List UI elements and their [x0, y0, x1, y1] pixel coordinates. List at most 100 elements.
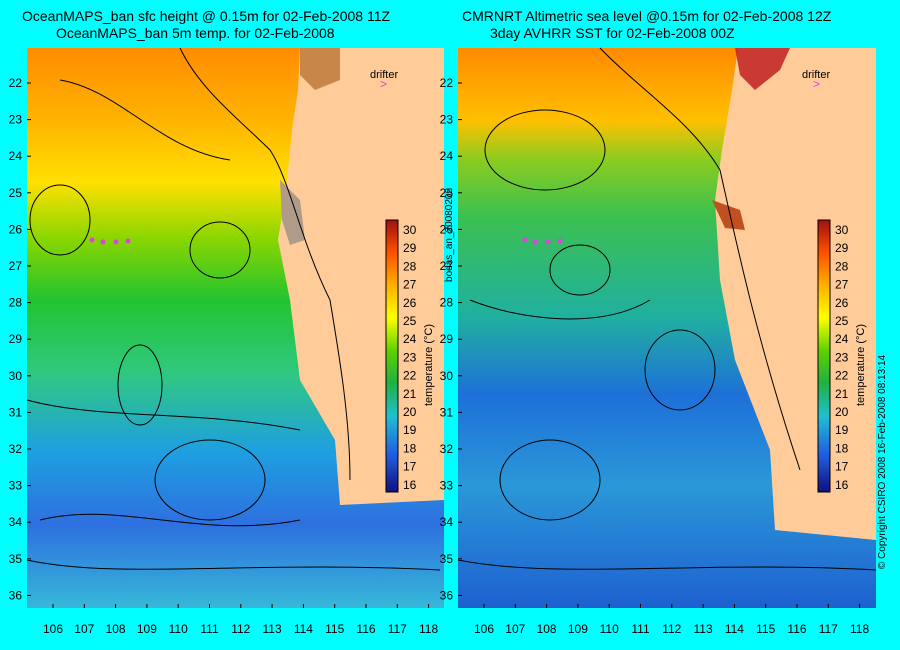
colorbar-tick-label: 29 — [835, 241, 849, 255]
right-lon-tick-label: 118 — [850, 622, 869, 636]
colorbar-tick-label: 22 — [403, 369, 417, 383]
colorbar-tick-label: 17 — [835, 460, 849, 474]
left-lon-tick-label: 118 — [419, 622, 438, 636]
right-side-text: © Copyright CSIRO 2008 16-Feb-2008 08:13… — [877, 354, 888, 569]
colorbar-tick-label: 25 — [403, 314, 417, 328]
left-lat-tick-label: 26 — [9, 222, 23, 236]
left-title-line1: OceanMAPS_ban sfc height @ 0.15m for 02-… — [22, 8, 391, 24]
left-land — [278, 48, 444, 505]
left-lon-tick-label: 108 — [106, 622, 126, 636]
left-map: drifter > — [26, 47, 444, 608]
left-contours — [26, 47, 441, 571]
colorbar-tick-label: 26 — [403, 296, 417, 310]
right-lon-tick-label: 116 — [787, 622, 806, 636]
colorbar-tick-label: 17 — [403, 460, 417, 474]
colorbar-tick-label: 29 — [403, 241, 417, 255]
left-lon-tick-label: 117 — [388, 622, 407, 636]
left-drifter-label: drifter — [370, 69, 398, 81]
colorbar-tick-label: 26 — [835, 296, 849, 310]
right-contours — [457, 47, 877, 571]
left-lon-tick-label: 115 — [325, 622, 344, 636]
right-lon-tick-label: 107 — [505, 622, 525, 636]
right-lat-tick-label: 24 — [440, 149, 454, 163]
right-lat-tick-label: 35 — [440, 552, 454, 566]
colorbar-tick-label: 21 — [403, 387, 417, 401]
colorbar-tick-label: 24 — [835, 332, 849, 346]
right-lon-tick-label: 109 — [568, 622, 588, 636]
colorbar-tick-label: 28 — [835, 259, 849, 273]
left-lat-tick-label: 22 — [9, 76, 23, 90]
right-colorbar-label: temperature (°C) — [855, 324, 867, 406]
colorbar-tick-label: 23 — [835, 350, 849, 364]
right-drifter-label: drifter — [802, 69, 830, 81]
colorbar-tick-label: 28 — [403, 259, 417, 273]
right-lon-tick-label: 110 — [600, 622, 619, 636]
left-drifter-track — [89, 237, 131, 245]
right-lon-tick-label: 106 — [474, 622, 494, 636]
colorbar-tick-label: 30 — [403, 223, 417, 237]
right-lat-tick-label: 28 — [440, 296, 454, 310]
colorbar-tick-label: 25 — [835, 314, 849, 328]
right-lat-tick-label: 23 — [440, 113, 454, 127]
colorbar-tick-label: 24 — [403, 332, 417, 346]
colorbar-tick-label: 19 — [835, 423, 849, 437]
right-drifter-legend-marker: > — [813, 77, 820, 91]
right-lon-tick-label: 117 — [819, 622, 838, 636]
colorbar-tick-label: 16 — [403, 478, 417, 492]
right-lon-tick-label: 113 — [694, 622, 713, 636]
colorbar-tick-label: 30 — [835, 223, 849, 237]
left-title-line2: OceanMAPS_ban 5m temp. for 02-Feb-2008 — [56, 25, 335, 41]
left-lon-tick-label: 109 — [137, 622, 157, 636]
left-lat-tick-label: 28 — [9, 296, 23, 310]
left-drifter-legend-marker: > — [380, 77, 387, 91]
left-lat-tick-label: 24 — [9, 149, 23, 163]
right-lon-tick-label: 111 — [631, 622, 650, 636]
left-lon-tick-label: 107 — [74, 622, 94, 636]
right-drifter-track — [522, 237, 563, 245]
right-lat-tick-label: 26 — [440, 222, 454, 236]
left-lon-tick-label: 112 — [231, 622, 250, 636]
left-lat-tick-label: 33 — [9, 479, 23, 493]
colorbar-tick-label: 19 — [403, 423, 417, 437]
right-land-hot — [735, 48, 790, 90]
colorbar-tick-label: 20 — [835, 405, 849, 419]
right-title-line1: CMRNRT Altimetric sea level @0.15m for 0… — [462, 8, 832, 24]
colorbar-tick-label: 27 — [835, 278, 849, 292]
left-lat-tick-label: 25 — [9, 186, 23, 200]
right-lon-tick-label: 114 — [725, 622, 744, 636]
colorbar-tick-label: 22 — [835, 369, 849, 383]
colorbar-tick-label: 23 — [403, 350, 417, 364]
colorbar-tick-label: 16 — [835, 478, 849, 492]
left-lat-tick-label: 27 — [9, 259, 23, 273]
left-lat-tick-label: 34 — [9, 515, 23, 529]
right-map: drifter > — [457, 47, 877, 608]
right-lat-tick-label: 29 — [440, 332, 454, 346]
right-lat-tick-label: 32 — [440, 442, 454, 456]
right-coastal-hot — [712, 200, 745, 230]
right-lat-tick-label: 34 — [440, 515, 454, 529]
right-lon-tick-label: 108 — [537, 622, 557, 636]
right-lat-tick-label: 22 — [440, 76, 454, 90]
left-bay — [280, 180, 305, 245]
right-lat-tick-label: 36 — [440, 588, 454, 602]
left-lon-tick-label: 114 — [294, 622, 313, 636]
left-lon-tick-label: 113 — [263, 622, 282, 636]
left-colorbar: 30 29 28 27 26 25 24 23 22 21 20 19 18 17 16 temperatu… — [385, 219, 435, 493]
left-colorbar-label: temperature (°C) — [423, 324, 435, 406]
left-lat-tick-label: 35 — [9, 552, 23, 566]
left-lon-tick-label: 116 — [356, 622, 375, 636]
left-lat-tick-label: 32 — [9, 442, 23, 456]
colorbar-tick-label: 27 — [403, 278, 417, 292]
left-lat-tick-label: 23 — [9, 113, 23, 127]
right-colorbar: 30 29 28 27 26 25 24 23 22 21 20 19 18 17 16 temperatu… — [817, 219, 867, 493]
left-side-text: bodas_an_20080202 — [444, 188, 455, 282]
left-lon-tick-label: 111 — [200, 622, 219, 636]
right-lat-tick-label: 27 — [440, 259, 454, 273]
right-title-line2: 3day AVHRR SST for 02-Feb-2008 00Z — [490, 25, 735, 41]
left-lon-tick-label: 106 — [43, 622, 63, 636]
left-lon-tick-label: 110 — [169, 622, 188, 636]
colorbar-tick-label: 21 — [835, 387, 849, 401]
right-lat-tick-label: 31 — [440, 405, 454, 419]
right-lat-tick-label: 30 — [440, 369, 454, 383]
